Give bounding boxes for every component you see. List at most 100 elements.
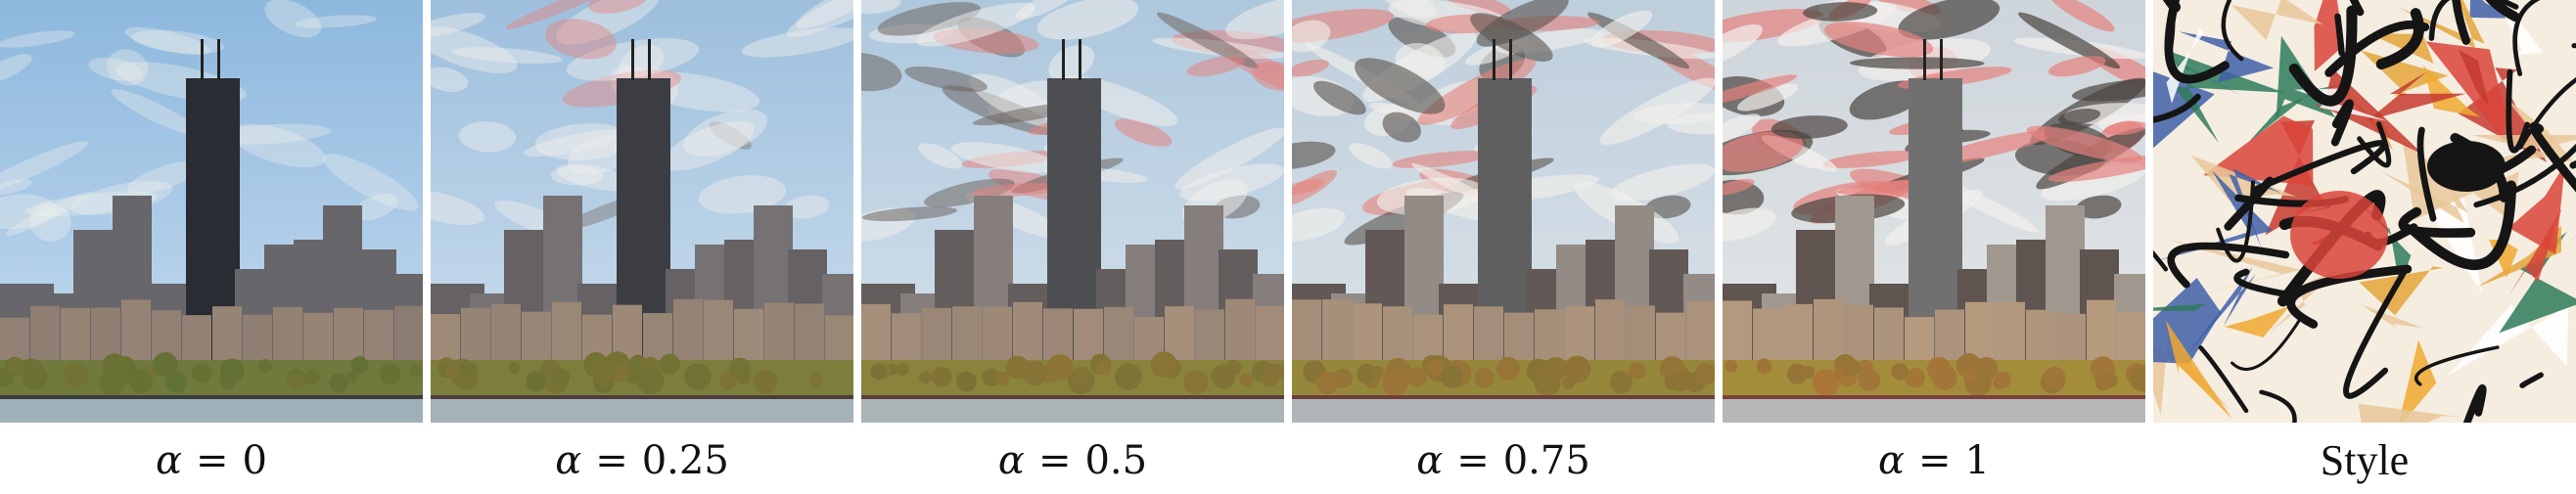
tree [1694,363,1715,385]
brush-stroke [2375,8,2424,70]
paint-patch [2448,304,2569,376]
tree [1315,371,1339,394]
cloud-stroke [2075,195,2122,219]
brush-stroke [2324,20,2430,77]
tree [2094,374,2111,391]
panel-alpha-0: α = 0 [0,0,423,494]
paint-patch [2425,41,2505,141]
tree [1150,351,1177,379]
cloud-stroke [2047,56,2106,77]
cloud-stroke [323,154,419,211]
cloud-stroke [1225,0,1284,40]
brush-stroke [2330,99,2354,147]
paint-patch [2379,159,2468,224]
cloud-stroke [1036,0,1139,40]
brush-stroke [2153,93,2201,123]
tree [1725,359,1738,373]
water [431,395,853,423]
brush-stroke [2343,269,2408,399]
cloud-stroke [971,182,1062,198]
tree [7,357,24,375]
paint-patch [2499,231,2576,334]
water [861,395,1284,423]
cloud-stroke [458,121,516,153]
cloud-stroke [1723,74,1798,108]
antenna [1062,39,1065,80]
paint-patch [2368,71,2466,121]
cloud-stroke [431,190,485,225]
stylized-image [1292,0,1715,423]
cloud-stroke [431,67,469,92]
caption-alpha-0.5: α = 0.5 [997,438,1148,483]
tree [918,371,932,383]
tree [1356,363,1377,384]
stylized-image [1723,0,2145,423]
tree [1115,363,1142,390]
cloud-stroke [1723,178,1755,196]
cloud-stroke [1590,10,1653,48]
brush-stroke [2334,13,2345,57]
cloud-stroke [2049,0,2115,32]
cloud-stroke [451,47,563,65]
tree [444,363,461,380]
shoreline [1723,395,2145,399]
cloud-stroke [1823,22,1934,58]
water [1292,395,1715,423]
tree [257,359,273,374]
caption-alpha-0: α = 0 [156,438,267,483]
panel-alpha-0.25: α = 0.25 [431,0,853,494]
cloud-stroke [5,192,92,237]
tree [1891,363,1909,381]
brush-stroke [2224,176,2275,231]
cloud-stroke [294,15,377,28]
caption-alpha-0.25: α = 0.25 [555,438,729,483]
cloud-stroke [431,13,485,38]
cloud-stroke [353,193,398,221]
cloud-stroke [1723,207,1776,242]
cloud-stroke [2017,12,2121,69]
tree [1074,366,1091,383]
brush-stroke [2519,372,2544,388]
cloud-stroke [2103,120,2145,136]
tree [1905,367,1925,388]
brush-stroke [2221,0,2244,62]
stylized-image [431,0,853,423]
tree [1833,366,1847,380]
shoreline [861,395,1284,399]
tree [753,370,778,395]
antenna [1079,39,1081,80]
brush-stroke [2473,143,2576,208]
tree [379,363,401,384]
brush-stroke [2485,0,2520,22]
tree [551,368,571,387]
dark-shape [2427,141,2506,192]
paint-patch [2353,196,2412,287]
cloud-stroke [923,178,1015,207]
brush-stroke [2512,0,2541,76]
cloud-stroke [1313,80,1366,115]
cloud-stroke [1723,179,1765,215]
tree [465,363,479,377]
cloud-stroke [1292,20,1331,53]
cloud-stroke [741,27,853,58]
cloud-stroke [1252,61,1284,92]
cloud-stroke [1292,141,1336,170]
cloud-stroke [1849,80,1924,120]
antenna [631,39,634,80]
cloud-stroke [505,0,618,29]
tree [659,353,680,375]
cloud-stroke [786,0,853,37]
cloud-stroke [556,0,660,45]
cloud-stroke [1610,163,1715,202]
brush-stroke [2462,383,2487,423]
cloud-stroke [0,30,75,48]
antenna [217,39,220,80]
cloud-stroke [796,0,853,29]
tree [1543,356,1568,381]
brush-stroke [2517,76,2576,150]
cloud-stroke [1292,169,1338,207]
brush-stroke [2286,264,2413,329]
cloud-stroke [1349,143,1393,169]
cloud-stroke [1380,0,1437,19]
